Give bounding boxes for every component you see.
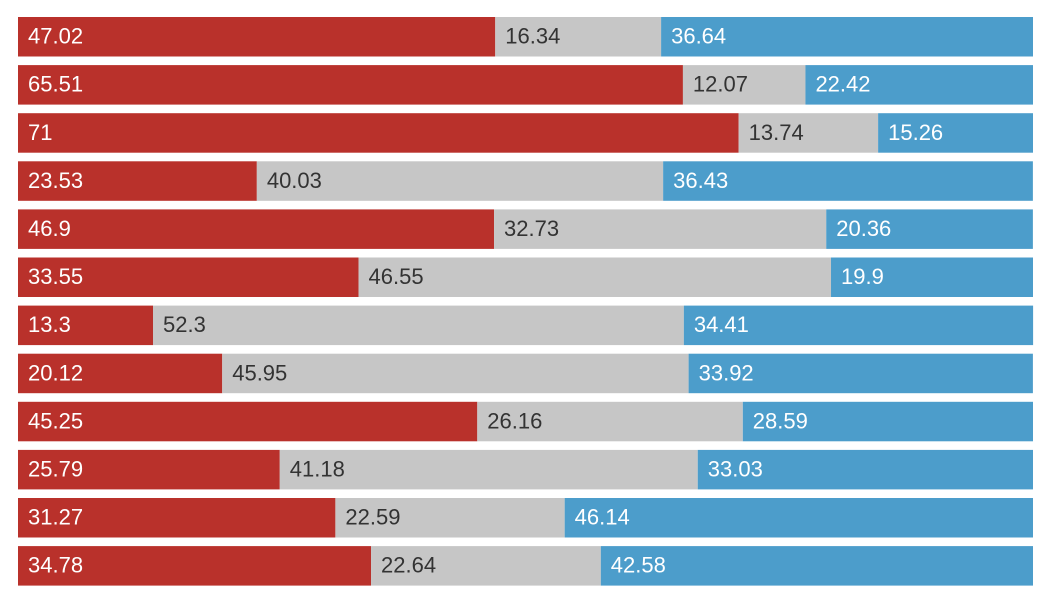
bar-segment-s2-r1 xyxy=(495,17,662,57)
bar-segment-s3-r5 xyxy=(826,209,1033,249)
data-label-s2-r11: 22.59 xyxy=(345,505,400,530)
bar-segment-s2-r9 xyxy=(477,401,743,442)
bar-segment-s2-r4 xyxy=(256,161,664,201)
bar-segment-s3-r6 xyxy=(831,257,1033,297)
data-label-s3-r10: 33.03 xyxy=(708,456,763,481)
bar-row-9: 45.25 26.16 28.59 xyxy=(18,401,1033,442)
bar-row-11: 31.27 22.59 46.14 xyxy=(18,498,1033,538)
bar-segment-s1-r7 xyxy=(18,305,153,346)
data-label-s3-r11: 46.14 xyxy=(575,505,630,530)
bar-segment-s1-r12 xyxy=(18,546,372,586)
bar-segment-s2-r6 xyxy=(358,257,832,297)
data-label-s2-r8: 45.95 xyxy=(232,360,287,385)
data-label-s3-r2: 22.42 xyxy=(815,72,870,97)
data-label-s3-r3: 15.26 xyxy=(888,120,943,145)
bar-row-8: 20.12 45.95 33.92 xyxy=(18,353,1033,394)
bar-segment-s2-r10 xyxy=(279,449,698,490)
bar-segment-s1-r5 xyxy=(18,209,495,249)
bar-segment-s1-r9 xyxy=(18,401,478,442)
data-label-s3-r12: 42.58 xyxy=(611,553,666,578)
data-label-s2-r2: 12.07 xyxy=(693,72,748,97)
data-label-s2-r4: 40.03 xyxy=(267,168,322,193)
data-label-s1-r11: 31.27 xyxy=(28,505,83,530)
bar-row-7: 13.3 52.3 34.41 xyxy=(18,305,1034,346)
data-label-s3-r8: 33.92 xyxy=(699,360,754,385)
bar-segment-s1-r4 xyxy=(18,161,257,201)
bar-segment-s3-r4 xyxy=(663,161,1033,201)
bar-segment-s3-r8 xyxy=(688,353,1033,394)
data-label-s1-r6: 33.55 xyxy=(28,264,83,289)
bar-row-3: 71 13.74 15.26 xyxy=(18,113,1033,153)
bar-segment-s2-r8 xyxy=(222,353,689,394)
data-label-s2-r9: 26.16 xyxy=(487,408,542,433)
data-label-s3-r5: 20.36 xyxy=(836,216,891,241)
bar-segment-s2-r7 xyxy=(153,305,684,346)
data-label-s3-r6: 19.9 xyxy=(841,264,884,289)
bar-row-5: 46.9 32.73 20.36 xyxy=(18,209,1033,249)
bar-row-10: 25.79 41.18 33.03 xyxy=(18,449,1033,490)
bar-segment-s3-r7 xyxy=(683,305,1034,346)
bar-segment-s3-r9 xyxy=(742,401,1033,442)
data-label-s2-r12: 22.64 xyxy=(381,553,436,578)
bar-row-1: 47.02 16.34 36.64 xyxy=(18,17,1033,57)
bar-segment-s1-r3 xyxy=(18,113,739,153)
data-label-s1-r4: 23.53 xyxy=(28,168,83,193)
data-label-s1-r9: 45.25 xyxy=(28,408,83,433)
bar-segment-s3-r2 xyxy=(805,65,1033,105)
data-label-s3-r7: 34.41 xyxy=(694,312,749,337)
bar-segment-s1-r10 xyxy=(18,449,280,490)
data-label-s2-r7: 52.3 xyxy=(163,312,206,337)
bar-segment-s2-r12 xyxy=(371,546,601,586)
bar-segment-s1-r2 xyxy=(18,65,683,105)
data-label-s1-r8: 20.12 xyxy=(28,360,83,385)
data-label-s2-r5: 32.73 xyxy=(504,216,559,241)
data-label-s3-r1: 36.64 xyxy=(671,24,726,49)
bar-row-2: 65.51 12.07 22.42 xyxy=(18,65,1033,105)
bar-segment-s2-r11 xyxy=(335,498,565,538)
data-label-s1-r7: 13.3 xyxy=(28,312,71,337)
data-label-s1-r3: 71 xyxy=(28,120,52,145)
data-label-s1-r5: 46.9 xyxy=(28,216,71,241)
data-label-s2-r3: 13.74 xyxy=(749,120,804,145)
bar-segment-s2-r5 xyxy=(494,209,827,249)
data-label-s2-r6: 46.55 xyxy=(369,264,424,289)
bar-segment-s1-r11 xyxy=(18,498,336,538)
bar-segment-s3-r12 xyxy=(600,546,1033,586)
data-label-s2-r10: 41.18 xyxy=(290,456,345,481)
data-label-s1-r12: 34.78 xyxy=(28,553,83,578)
bar-segment-s2-r3 xyxy=(738,113,879,153)
bar-segment-s2-r2 xyxy=(682,65,806,105)
bar-segment-s1-r1 xyxy=(18,17,496,57)
data-label-s2-r1: 16.34 xyxy=(505,24,560,49)
bar-row-12: 34.78 22.64 42.58 xyxy=(18,546,1033,586)
data-label-s1-r2: 65.51 xyxy=(28,72,83,97)
bar-segment-s1-r6 xyxy=(18,257,359,297)
data-label-s3-r4: 36.43 xyxy=(673,168,728,193)
bar-row-6: 33.55 46.55 19.9 xyxy=(18,257,1033,297)
bar-segment-s1-r8 xyxy=(18,353,223,394)
bar-segment-s3-r10 xyxy=(697,449,1033,490)
data-label-s1-r1: 47.02 xyxy=(28,24,83,49)
bar-segment-s3-r11 xyxy=(564,498,1033,538)
bar-segment-s3-r3 xyxy=(878,113,1033,153)
bar-segment-s3-r1 xyxy=(661,17,1033,57)
bar-row-4: 23.53 40.03 36.43 xyxy=(18,161,1033,201)
data-label-s3-r9: 28.59 xyxy=(753,408,808,433)
data-label-s1-r10: 25.79 xyxy=(28,456,83,481)
